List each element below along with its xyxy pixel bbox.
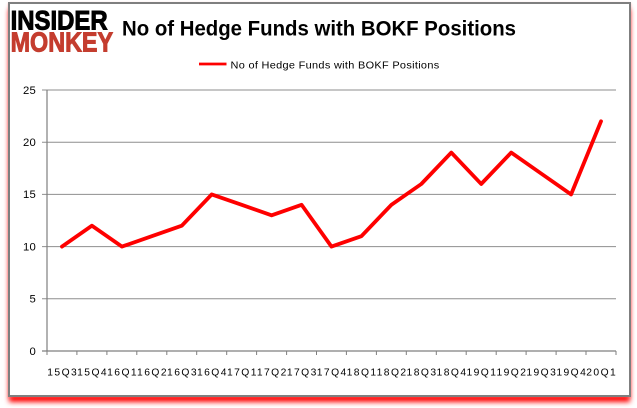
svg-text:INSIDER: INSIDER: [11, 5, 108, 36]
svg-text:16Q4: 16Q4: [197, 368, 227, 379]
svg-text:16Q1: 16Q1: [107, 368, 137, 379]
svg-text:17Q3: 17Q3: [287, 368, 317, 379]
svg-text:18Q2: 18Q2: [377, 368, 407, 379]
svg-text:10: 10: [23, 241, 36, 253]
svg-text:19Q1: 19Q1: [466, 368, 496, 379]
svg-text:16Q3: 16Q3: [167, 368, 197, 379]
svg-text:19Q4: 19Q4: [556, 368, 586, 379]
svg-text:No of Hedge Funds with BOKF Po: No of Hedge Funds with BOKF Positions: [122, 17, 516, 40]
svg-text:17Q1: 17Q1: [227, 368, 257, 379]
svg-text:20: 20: [23, 137, 36, 149]
svg-text:19Q3: 19Q3: [526, 368, 556, 379]
svg-text:20Q1: 20Q1: [586, 368, 616, 379]
svg-text:25: 25: [23, 85, 36, 97]
svg-text:5: 5: [30, 294, 36, 306]
svg-text:16Q2: 16Q2: [137, 368, 167, 379]
svg-text:18Q3: 18Q3: [407, 368, 437, 379]
svg-text:15Q4: 15Q4: [77, 368, 107, 379]
svg-text:MONKEY: MONKEY: [11, 25, 114, 57]
svg-text:17Q4: 17Q4: [317, 368, 347, 379]
svg-text:17Q2: 17Q2: [257, 368, 287, 379]
svg-text:No of Hedge Funds with BOKF Po: No of Hedge Funds with BOKF Positions: [231, 60, 440, 72]
svg-text:18Q4: 18Q4: [437, 368, 467, 379]
svg-text:15Q3: 15Q3: [47, 368, 77, 379]
svg-text:15: 15: [23, 189, 36, 201]
svg-text:18Q1: 18Q1: [347, 368, 377, 379]
svg-text:0: 0: [30, 346, 36, 358]
svg-text:19Q2: 19Q2: [496, 368, 526, 379]
